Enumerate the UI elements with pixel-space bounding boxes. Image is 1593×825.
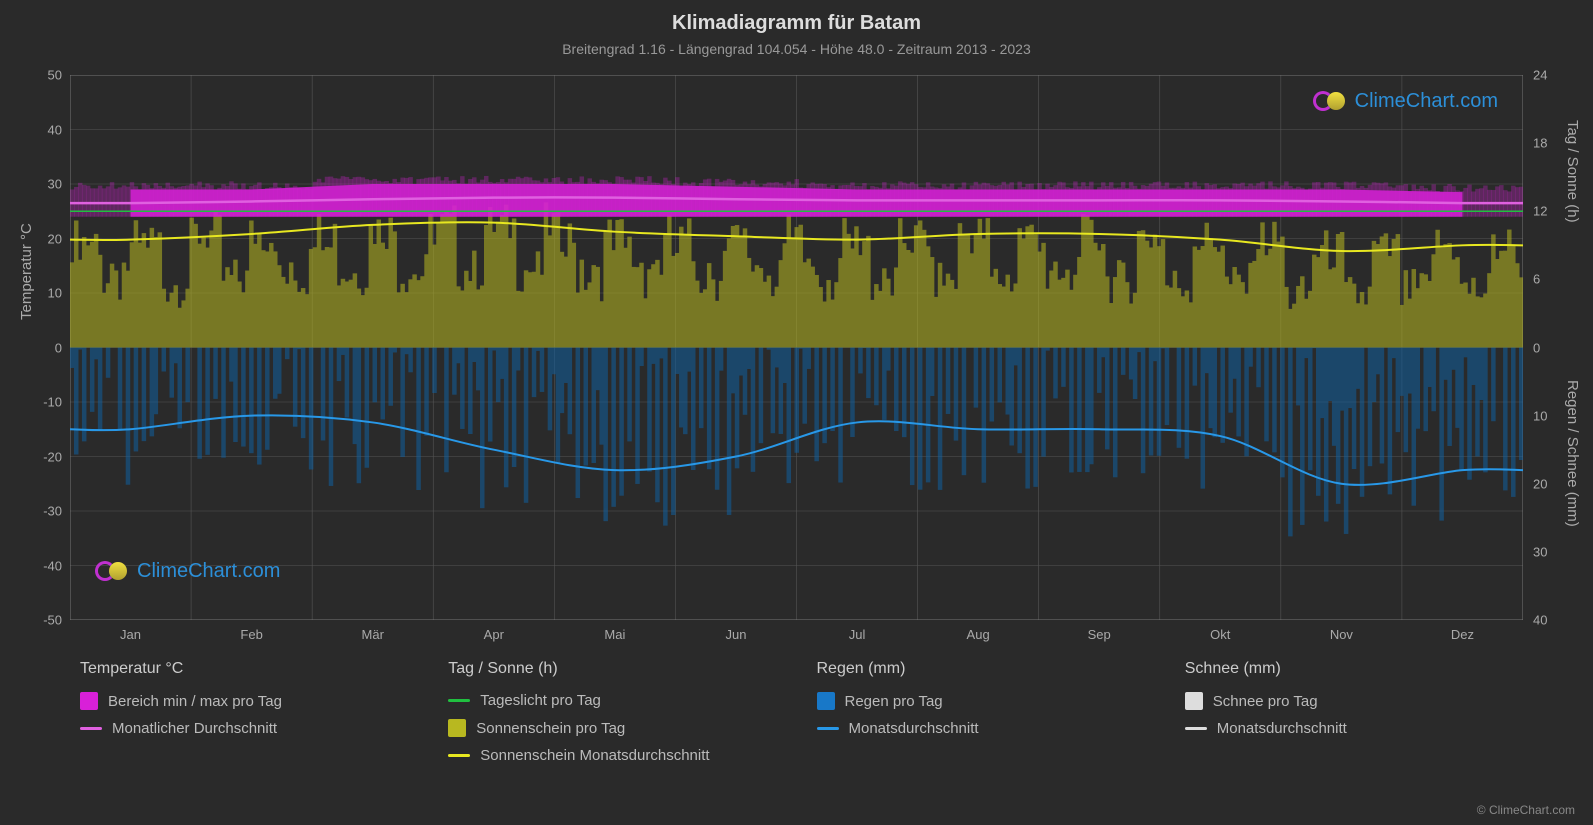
legend-swatch-icon (448, 719, 466, 737)
legend-item: Monatlicher Durchschnitt (80, 720, 408, 737)
watermark: ClimeChart.com (1313, 90, 1498, 113)
x-tick-month: Sep (1088, 627, 1111, 642)
legend-label: Monatlicher Durchschnitt (112, 720, 277, 737)
x-tick-month: Feb (240, 627, 262, 642)
legend-swatch-icon (448, 699, 470, 702)
chart-area: -50-40-30-20-100102030405006121824102030… (70, 75, 1523, 620)
y-right-bottom-tick: 40 (1533, 613, 1557, 628)
legend-group-title: Temperatur °C (80, 660, 408, 678)
legend: Temperatur °C Bereich min / max pro Tag Mo… (80, 660, 1513, 774)
x-tick-month: Dez (1451, 627, 1474, 642)
y-left-tick: 0 (34, 340, 62, 355)
legend-group: Regen (mm) Regen pro Tag Monatsdurchschnit… (817, 660, 1145, 774)
y-right-top-tick: 24 (1533, 68, 1557, 83)
x-tick-month: Nov (1330, 627, 1353, 642)
y-axis-left-label: Temperatur °C (18, 223, 35, 320)
legend-item: Bereich min / max pro Tag (80, 692, 408, 710)
legend-label: Regen pro Tag (845, 693, 943, 710)
y-left-tick: -10 (34, 395, 62, 410)
legend-item: Sonnenschein Monatsdurchschnitt (448, 747, 776, 764)
copyright: © ClimeChart.com (1477, 803, 1575, 817)
legend-item: Schnee pro Tag (1185, 692, 1513, 710)
y-left-tick: 20 (34, 231, 62, 246)
legend-group: Tag / Sonne (h) Tageslicht pro Tag Sonnens… (448, 660, 776, 774)
y-right-top-tick: 18 (1533, 136, 1557, 151)
climechart-logo-icon (1313, 91, 1347, 113)
watermark-text: ClimeChart.com (137, 560, 280, 583)
y-axis-right-top-label: Tag / Sonne (h) (1564, 120, 1581, 223)
y-left-tick: -30 (34, 504, 62, 519)
legend-label: Monatsdurchschnitt (1217, 720, 1347, 737)
y-right-top-tick: 0 (1533, 340, 1557, 355)
watermark: ClimeChart.com (95, 560, 280, 583)
legend-swatch-icon (80, 692, 98, 710)
y-axis-right-bottom-label: Regen / Schnee (mm) (1564, 380, 1581, 527)
legend-label: Schnee pro Tag (1213, 693, 1318, 710)
y-right-top-tick: 12 (1533, 204, 1557, 219)
y-left-tick: -20 (34, 449, 62, 464)
y-right-bottom-tick: 20 (1533, 476, 1557, 491)
legend-item: Monatsdurchschnitt (1185, 720, 1513, 737)
y-left-tick: 40 (34, 122, 62, 137)
x-tick-month: Mai (604, 627, 625, 642)
legend-swatch-icon (817, 727, 839, 730)
legend-label: Sonnenschein Monatsdurchschnitt (480, 747, 709, 764)
legend-label: Bereich min / max pro Tag (108, 693, 282, 710)
legend-label: Tageslicht pro Tag (480, 692, 601, 709)
legend-label: Monatsdurchschnitt (849, 720, 979, 737)
legend-swatch-icon (80, 727, 102, 730)
y-left-tick: 50 (34, 68, 62, 83)
legend-swatch-icon (448, 754, 470, 757)
legend-item: Sonnenschein pro Tag (448, 719, 776, 737)
legend-label: Sonnenschein pro Tag (476, 720, 625, 737)
x-tick-month: Jul (849, 627, 866, 642)
y-left-tick: -40 (34, 558, 62, 573)
y-left-tick: 30 (34, 177, 62, 192)
legend-swatch-icon (1185, 692, 1203, 710)
chart-title: Klimadiagramm für Batam (0, 0, 1593, 35)
y-right-bottom-tick: 30 (1533, 544, 1557, 559)
x-tick-month: Okt (1210, 627, 1230, 642)
legend-group: Schnee (mm) Schnee pro Tag Monatsdurchschn… (1185, 660, 1513, 774)
chart-subtitle: Breitengrad 1.16 - Längengrad 104.054 - … (0, 35, 1593, 57)
y-right-bottom-tick: 10 (1533, 408, 1557, 423)
y-right-top-tick: 6 (1533, 272, 1557, 287)
x-tick-month: Apr (484, 627, 504, 642)
y-left-tick: -50 (34, 613, 62, 628)
y-left-tick: 10 (34, 286, 62, 301)
legend-group-title: Tag / Sonne (h) (448, 660, 776, 678)
legend-item: Regen pro Tag (817, 692, 1145, 710)
watermark-text: ClimeChart.com (1355, 90, 1498, 113)
x-tick-month: Jan (120, 627, 141, 642)
legend-item: Monatsdurchschnitt (817, 720, 1145, 737)
x-tick-month: Mär (362, 627, 384, 642)
x-tick-month: Jun (725, 627, 746, 642)
legend-item: Tageslicht pro Tag (448, 692, 776, 709)
x-tick-month: Aug (967, 627, 990, 642)
legend-group-title: Schnee (mm) (1185, 660, 1513, 678)
chart-svg (70, 75, 1523, 620)
legend-swatch-icon (1185, 727, 1207, 730)
legend-swatch-icon (817, 692, 835, 710)
climechart-logo-icon (95, 561, 129, 583)
legend-group-title: Regen (mm) (817, 660, 1145, 678)
legend-group: Temperatur °C Bereich min / max pro Tag Mo… (80, 660, 408, 774)
